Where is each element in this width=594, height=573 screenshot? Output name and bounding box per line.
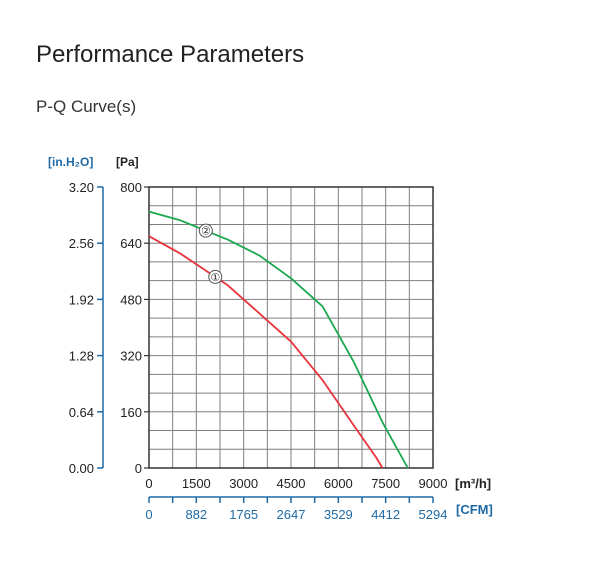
chart-axes: 0 160 320 480 640 800 0.00 0.64 1.28 1.92 2.56 3.20… [48, 155, 493, 522]
x-tick-label: 1500 [182, 476, 211, 491]
y-secondary-tick-label: 2.56 [69, 236, 94, 251]
x-secondary-tick-label: 1765 [229, 507, 258, 522]
x-secondary-tick-label: 2647 [277, 507, 306, 522]
x-secondary-tick-label: 882 [185, 507, 207, 522]
curve-series-2 [148, 210, 409, 469]
y-secondary-tick-label: 1.92 [69, 292, 94, 307]
y-secondary-tick-label: 3.20 [69, 180, 94, 195]
chart-curves: ①② [148, 210, 409, 469]
y-secondary-tick-label: 0.00 [69, 461, 94, 476]
page-subtitle: P-Q Curve(s) [36, 97, 137, 116]
curve-series-1 [148, 235, 384, 469]
y-tick-label: 480 [120, 292, 142, 307]
y-secondary-axis-label: [in.H₂O] [48, 155, 93, 169]
x-tick-label: 0 [145, 476, 152, 491]
x-secondary-axis-label: [CFM] [456, 502, 493, 517]
x-tick-label: 9000 [419, 476, 448, 491]
curve-marker-2 [198, 223, 213, 238]
y-tick-label: 800 [120, 180, 142, 195]
x-secondary-tick-label: 5294 [419, 507, 448, 522]
x-secondary-tick-label: 3529 [324, 507, 353, 522]
chart-grid [148, 186, 434, 469]
curve-label-1: ① [210, 272, 220, 284]
y-secondary-tick-label: 1.28 [69, 349, 94, 364]
x-tick-label: 4500 [277, 476, 306, 491]
curve-marker-1 [208, 269, 223, 284]
curve-label-2: ② [201, 226, 211, 238]
x-axis-label: [m³/h] [455, 476, 491, 491]
x-secondary-tick-label: 0 [145, 507, 152, 522]
x-tick-label: 6000 [324, 476, 353, 491]
y-secondary-tick-label: 0.64 [69, 405, 94, 420]
y-tick-label: 320 [120, 349, 142, 364]
x-tick-label: 3000 [229, 476, 258, 491]
y-tick-label: 160 [120, 405, 142, 420]
y-tick-label: 0 [135, 461, 142, 476]
plot-frame [148, 186, 434, 469]
y-axis-label: [Pa] [116, 155, 139, 169]
x-secondary-tick-label: 4412 [371, 507, 400, 522]
y-tick-label: 640 [120, 236, 142, 251]
x-tick-label: 7500 [371, 476, 400, 491]
page-title: Performance Parameters [36, 41, 305, 68]
